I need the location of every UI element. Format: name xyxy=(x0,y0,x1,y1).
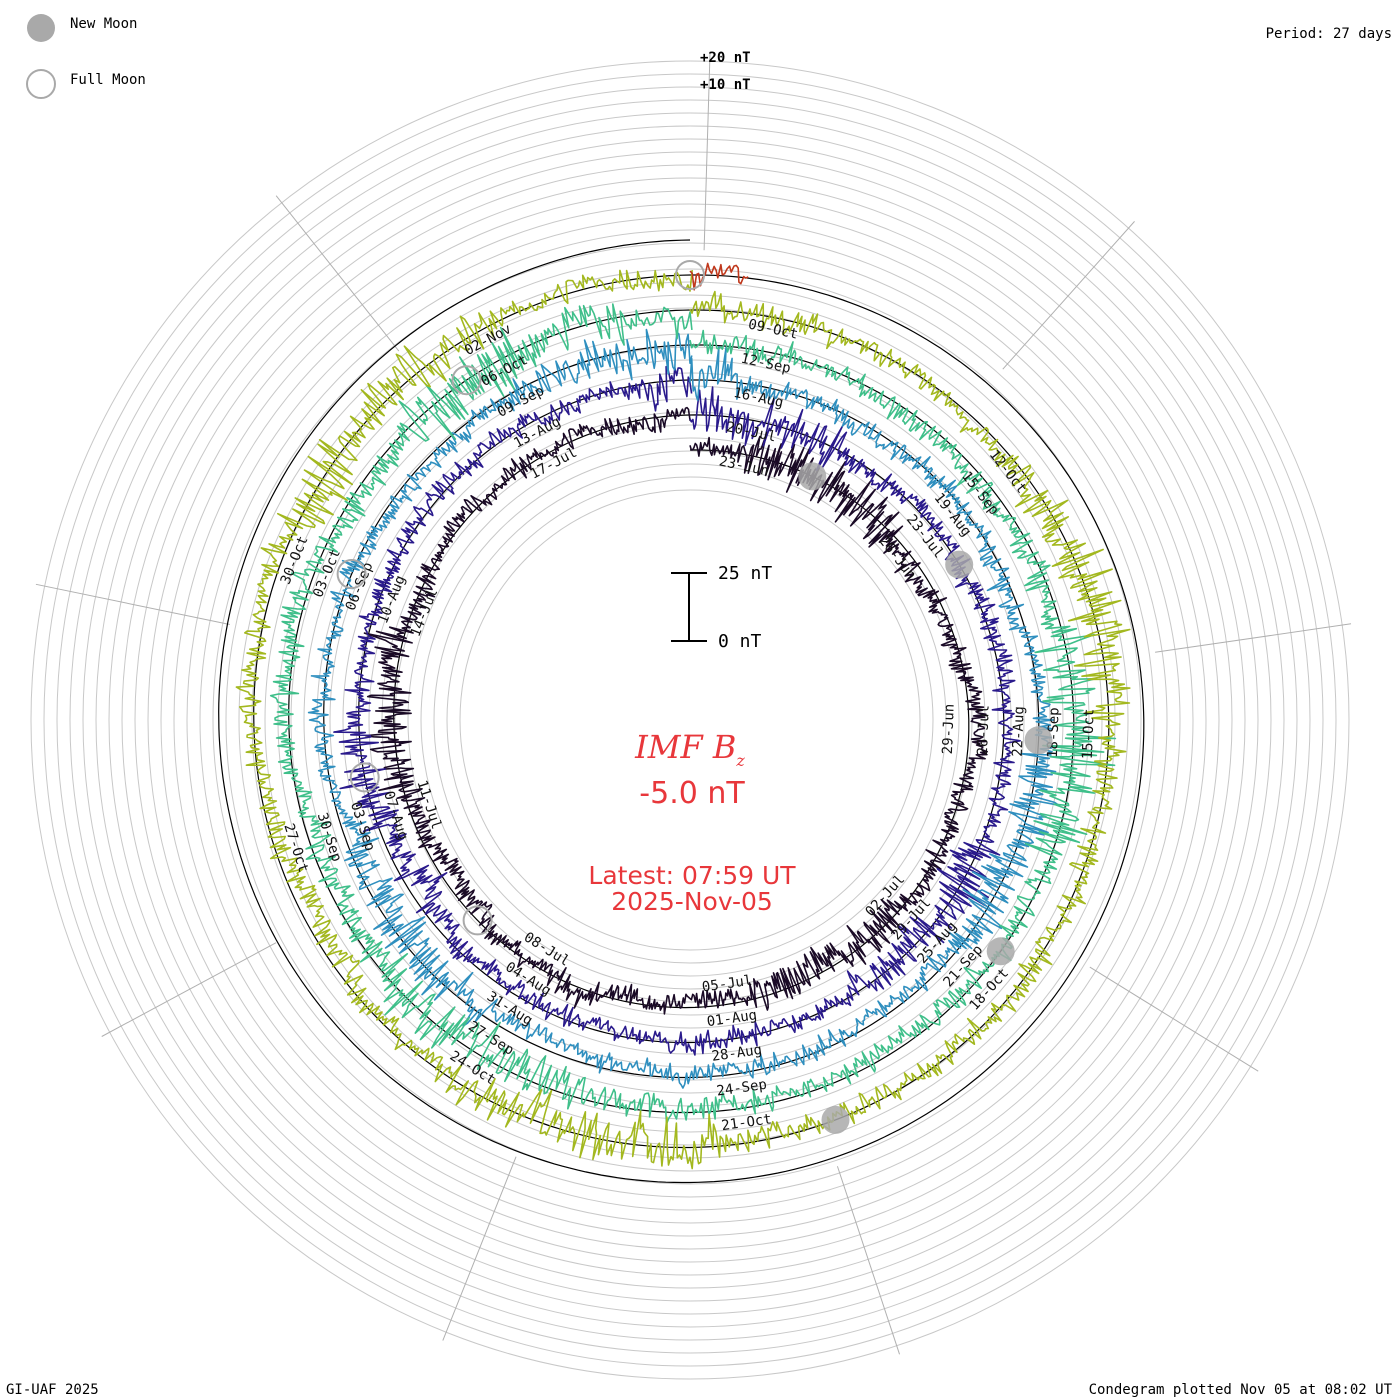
date-label: 21-Oct xyxy=(720,1111,772,1134)
grid-ring xyxy=(43,73,1337,1367)
center-latest-date: 2025-Nov-05 xyxy=(611,887,773,916)
center-title: IMF Bz xyxy=(634,728,745,770)
grid-ring xyxy=(212,242,1168,1198)
date-label: 29-Jun xyxy=(940,704,958,755)
baseline-spiral xyxy=(218,239,1145,1184)
grid-ring xyxy=(446,476,934,964)
footer-right: Condegram plotted Nov 05 at 08:02 UT xyxy=(1089,1382,1393,1398)
scale-bar-bottom: 0 nT xyxy=(718,631,762,652)
grid-spoke xyxy=(442,1156,517,1341)
full-moon-marker xyxy=(349,762,380,793)
scale-plus20: +20 nT xyxy=(700,50,751,66)
period-label: Period: 27 days xyxy=(1266,26,1392,42)
center-latest-time: Latest: 07:59 UT xyxy=(588,861,796,890)
trace-cycle-4 xyxy=(269,303,1117,1125)
grid-rings xyxy=(30,60,1350,1380)
full-moon-marker xyxy=(675,260,705,290)
grid-spoke xyxy=(1089,966,1259,1072)
grid-ring xyxy=(186,216,1194,1224)
new-moon-marker xyxy=(1024,726,1053,755)
trace-cycle-6 xyxy=(689,262,749,291)
trace-cycle-5 xyxy=(235,269,1131,1170)
date-label: 28-Aug xyxy=(711,1042,763,1065)
legend-full-moon: Full Moon xyxy=(70,72,146,88)
grid-ring xyxy=(82,112,1298,1328)
date-label: 16-Aug xyxy=(732,385,785,411)
full-moon-icon xyxy=(26,69,56,99)
date-label: 05-Jul xyxy=(701,973,753,996)
center-value: -5.0 nT xyxy=(639,776,745,811)
grid-spoke xyxy=(275,195,400,352)
grid-ring xyxy=(121,151,1259,1289)
grid-ring xyxy=(56,86,1324,1354)
new-moon-marker xyxy=(945,550,974,579)
grid-ring xyxy=(69,99,1311,1341)
grid-ring xyxy=(459,489,921,951)
grid-ring xyxy=(134,164,1246,1276)
date-label: 26-Jul xyxy=(975,705,993,756)
date-labels: 23-Jun26-Jun29-Jun02-Jul05-Jul08-Jul11-J… xyxy=(278,317,1098,1135)
trace-cycle-3 xyxy=(307,328,1060,1089)
grid-spoke xyxy=(836,1166,901,1355)
grid-ring xyxy=(368,398,1012,1042)
date-label: 18-Oct xyxy=(966,965,1012,1013)
date-label: 22-Aug xyxy=(1010,706,1028,757)
full-moon-marker xyxy=(462,905,493,936)
grid-spoke xyxy=(703,52,711,251)
trace-cycle-1 xyxy=(363,406,988,1015)
grid-ring xyxy=(95,125,1285,1315)
grid-ring xyxy=(394,424,986,1016)
date-label: 01-Aug xyxy=(706,1007,758,1030)
grid-spoke xyxy=(35,583,230,626)
moon-markers xyxy=(336,260,1053,1134)
grid-ring xyxy=(30,60,1350,1380)
new-moon-icon xyxy=(27,14,55,42)
full-moon-marker xyxy=(451,365,482,396)
grid-ring xyxy=(108,138,1272,1302)
footer-left: GI-UAF 2025 xyxy=(6,1382,99,1398)
full-moon-marker xyxy=(336,559,367,589)
new-moon-marker xyxy=(821,1105,850,1134)
grid-spoke xyxy=(101,942,277,1037)
grid-ring xyxy=(316,346,1064,1094)
grid-spoke xyxy=(1002,221,1135,370)
grid-ring xyxy=(264,294,1116,1146)
grid-spokes xyxy=(35,52,1352,1355)
grid-ring xyxy=(420,450,960,990)
grid-ring xyxy=(225,255,1155,1185)
grid-ring xyxy=(173,203,1207,1237)
grid-ring xyxy=(199,229,1181,1211)
legend-new-moon: New Moon xyxy=(70,16,137,32)
scale-bar xyxy=(671,572,707,642)
scale-bar-top: 25 nT xyxy=(718,563,772,584)
date-label: 24-Sep xyxy=(716,1077,768,1100)
grid-ring xyxy=(433,463,947,977)
grid-spoke xyxy=(1155,623,1352,653)
date-label: 15-Oct xyxy=(1080,708,1098,759)
scale-plus10: +10 nT xyxy=(700,77,751,93)
date-label: 23-Jun xyxy=(718,453,771,479)
grid-ring xyxy=(160,190,1220,1250)
grid-ring xyxy=(238,268,1142,1172)
new-moon-marker xyxy=(986,937,1015,966)
new-moon-marker xyxy=(798,462,827,491)
grid-ring xyxy=(147,177,1233,1263)
grid-ring xyxy=(290,320,1090,1120)
